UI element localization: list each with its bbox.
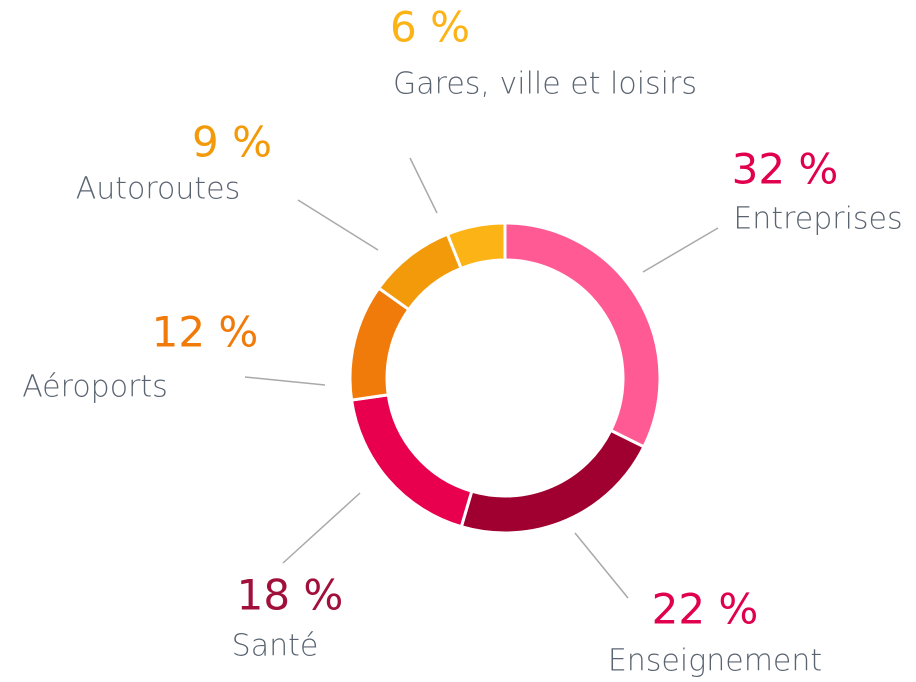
percent-label: 6 % bbox=[390, 3, 470, 52]
donut-slice bbox=[445, 221, 507, 271]
category-label: Santé bbox=[232, 629, 319, 664]
percent-label: 9 % bbox=[192, 118, 272, 167]
donut-slice bbox=[349, 393, 474, 529]
leader-line bbox=[282, 492, 361, 564]
category-label: Enseignement bbox=[608, 644, 822, 679]
percent-label: 22 % bbox=[652, 585, 759, 634]
category-label: Entreprises bbox=[733, 202, 902, 237]
category-label: Aéroports bbox=[22, 370, 168, 405]
donut-slice bbox=[503, 221, 662, 449]
donut-slice bbox=[459, 428, 646, 535]
category-label: Gares, ville et loisirs bbox=[393, 67, 697, 102]
leader-line bbox=[297, 199, 379, 251]
leader-line bbox=[409, 157, 438, 214]
leader-line bbox=[574, 532, 629, 599]
category-label: Autoroutes bbox=[76, 172, 241, 207]
percent-label: 32 % bbox=[732, 145, 839, 194]
percent-label: 12 % bbox=[152, 308, 259, 357]
leader-line bbox=[244, 376, 326, 386]
percent-label: 18 % bbox=[237, 571, 344, 620]
leader-line bbox=[642, 227, 719, 273]
donut-slice bbox=[376, 232, 464, 312]
